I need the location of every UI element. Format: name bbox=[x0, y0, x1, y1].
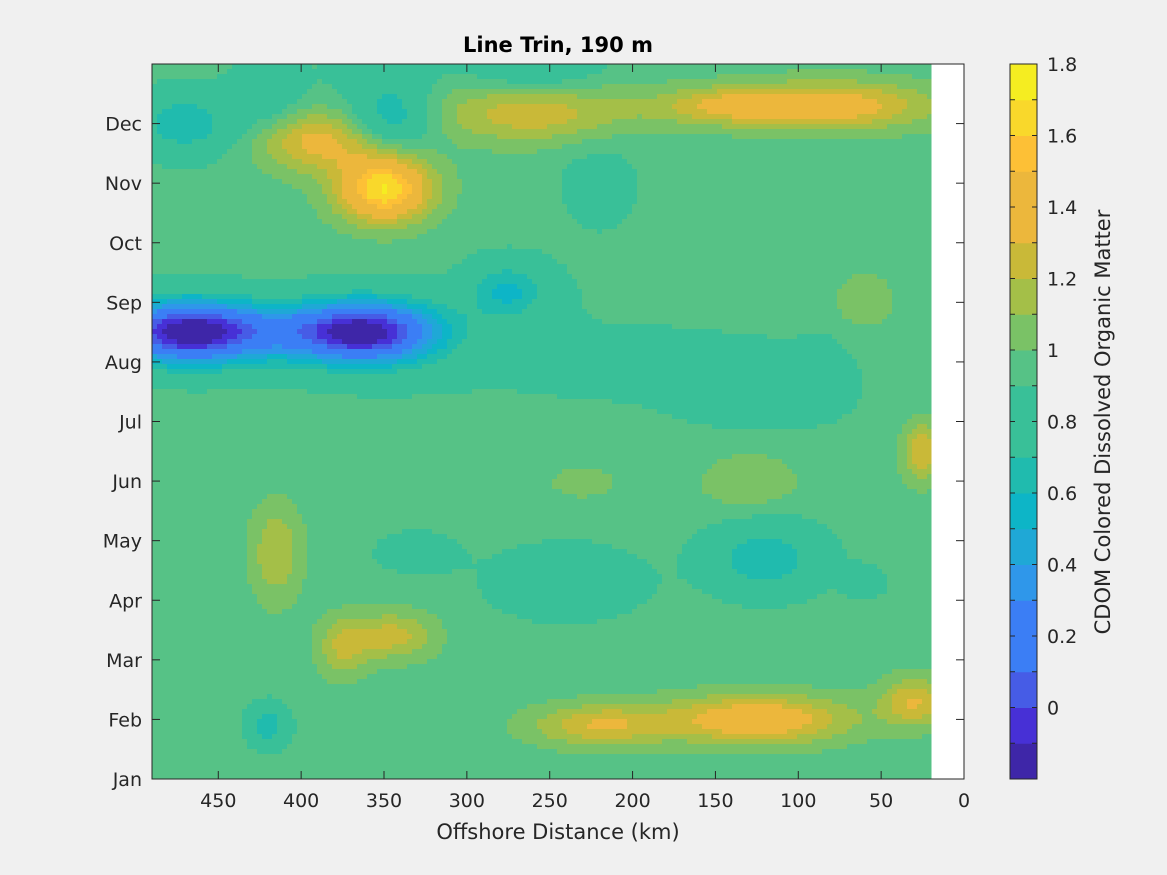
colorbar-segment bbox=[1010, 493, 1037, 529]
colorbar-segment bbox=[1010, 600, 1037, 636]
x-tick-label: 50 bbox=[869, 790, 893, 812]
colorbar-segment bbox=[1010, 386, 1037, 422]
y-tick-label: Jun bbox=[111, 471, 142, 493]
y-tick-label: Dec bbox=[105, 114, 142, 136]
colorbar-segment bbox=[1010, 243, 1037, 279]
x-tick-label: 100 bbox=[780, 790, 816, 812]
colorbar-segment bbox=[1010, 708, 1037, 744]
y-tick-label: Nov bbox=[105, 173, 142, 195]
colorbar-tick-label: 1.8 bbox=[1047, 54, 1077, 76]
y-tick-label: Aug bbox=[105, 352, 142, 374]
x-tick-label: 400 bbox=[283, 790, 319, 812]
x-tick-label: 150 bbox=[697, 790, 733, 812]
y-tick-label: Oct bbox=[109, 233, 142, 255]
colorbar-tick-label: 1.2 bbox=[1047, 269, 1077, 291]
colorbar-segment bbox=[1010, 64, 1037, 100]
contour-field bbox=[152, 64, 932, 780]
y-tick-label: Jul bbox=[118, 412, 142, 434]
y-tick-label: Sep bbox=[106, 292, 142, 314]
colorbar: 0 0.2 0.4 0.6 0.8 1 1.2 1.4 1.6 1.8 bbox=[1010, 54, 1077, 780]
y-tick-label: Mar bbox=[106, 650, 142, 672]
colorbar-segment bbox=[1010, 743, 1037, 779]
colorbar-segment bbox=[1010, 100, 1037, 136]
colorbar-tick-label: 0.4 bbox=[1047, 555, 1077, 577]
y-tick-label: Apr bbox=[109, 590, 142, 612]
colorbar-segment bbox=[1010, 457, 1037, 493]
colorbar-segment bbox=[1010, 314, 1037, 350]
colorbar-tick-label: 1.4 bbox=[1047, 197, 1077, 219]
y-tick-label: Jan bbox=[112, 769, 142, 791]
x-axis-label: Offshore Distance (km) bbox=[436, 820, 679, 844]
colorbar-segment bbox=[1010, 529, 1037, 565]
x-tick-label: 200 bbox=[614, 790, 650, 812]
x-tick-label: 350 bbox=[366, 790, 402, 812]
colorbar-tick-label: 0.6 bbox=[1047, 483, 1077, 505]
colorbar-segment bbox=[1010, 350, 1037, 386]
y-tick-label: May bbox=[103, 531, 142, 553]
colorbar-segment bbox=[1010, 672, 1037, 708]
colorbar-tick-label: 1 bbox=[1047, 340, 1059, 362]
x-tick-label: 450 bbox=[200, 790, 236, 812]
y-tick-label: Feb bbox=[108, 709, 142, 731]
colorbar-segment bbox=[1010, 279, 1037, 315]
x-tick-label: 250 bbox=[532, 790, 568, 812]
colorbar-tick-label: 0.8 bbox=[1047, 412, 1077, 434]
x-tick-label: 300 bbox=[449, 790, 485, 812]
colorbar-tick-label: 1.6 bbox=[1047, 126, 1077, 148]
colorbar-tick-label: 0 bbox=[1047, 698, 1059, 720]
colorbar-segment bbox=[1010, 171, 1037, 207]
colorbar-segment bbox=[1010, 565, 1037, 601]
x-tick-label: 0 bbox=[958, 790, 970, 812]
colorbar-tick-label: 0.2 bbox=[1047, 626, 1077, 648]
colorbar-label: CDOM Colored Dissolved Organic Matter bbox=[1091, 209, 1115, 634]
colorbar-segment bbox=[1010, 636, 1037, 672]
colorbar-segment bbox=[1010, 422, 1037, 458]
colorbar-segment bbox=[1010, 207, 1037, 243]
colorbar-segment bbox=[1010, 136, 1037, 172]
chart-title: Line Trin, 190 m bbox=[463, 33, 653, 57]
